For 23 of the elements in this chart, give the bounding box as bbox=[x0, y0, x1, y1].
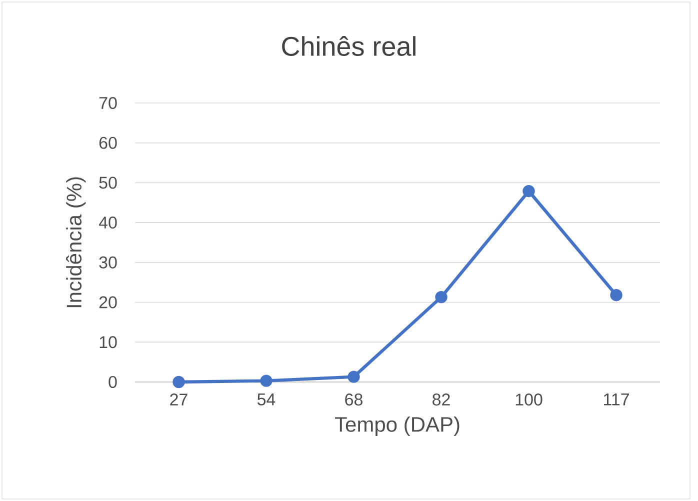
y-tick-label: 60 bbox=[99, 136, 117, 149]
point bbox=[348, 370, 360, 383]
point bbox=[522, 184, 535, 198]
x-tick-label: 68 bbox=[345, 394, 362, 406]
x-tick-label: 27 bbox=[170, 394, 188, 406]
point bbox=[435, 291, 448, 304]
y-tick-label: 50 bbox=[99, 176, 117, 189]
y-axis-title: Incidência (%) bbox=[66, 177, 86, 308]
y-tick-label: 20 bbox=[99, 296, 117, 308]
point bbox=[260, 374, 272, 387]
chart-title: Chinês real bbox=[282, 36, 416, 56]
y-tick-label: 0 bbox=[108, 376, 117, 388]
x-tick-label: 117 bbox=[604, 394, 629, 406]
x-tick-label: 100 bbox=[516, 394, 542, 406]
y-tick-label: 10 bbox=[100, 336, 117, 348]
y-tick-label: 70 bbox=[99, 96, 117, 110]
x-tick-label: 82 bbox=[432, 394, 450, 406]
point bbox=[610, 289, 622, 302]
x-tick-label: 54 bbox=[257, 394, 276, 406]
y-tick-label: 40 bbox=[98, 216, 117, 229]
x-axis-title: Tempo (DAP) bbox=[334, 416, 460, 436]
y-tick-label: 30 bbox=[99, 256, 117, 268]
point bbox=[172, 376, 185, 388]
